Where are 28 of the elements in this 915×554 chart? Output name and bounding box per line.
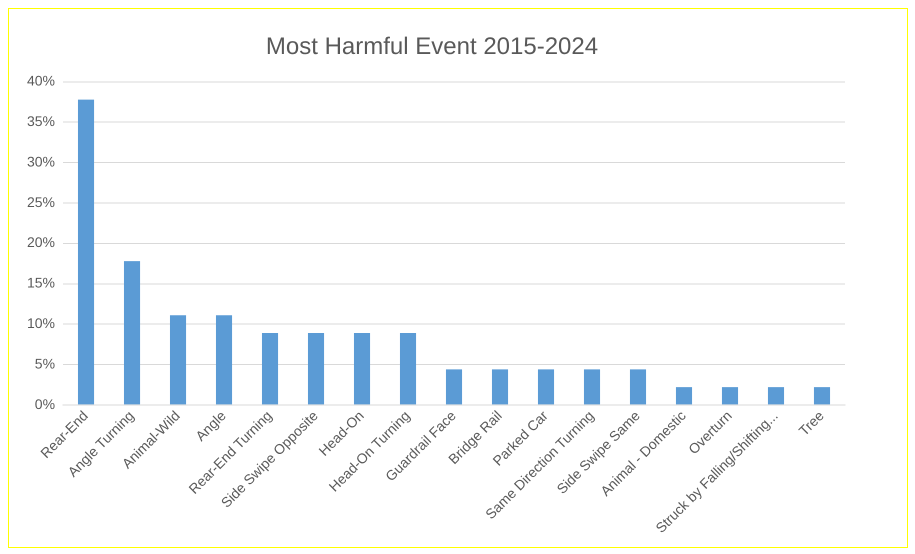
bar (262, 333, 278, 404)
bar (538, 369, 554, 404)
y-tick-label: 30% (26, 153, 56, 170)
y-tick-label: 25% (26, 194, 56, 210)
bar (400, 333, 416, 404)
y-tick-label: 20% (26, 234, 56, 250)
bar (308, 333, 324, 404)
bar (446, 369, 462, 404)
bar (354, 333, 370, 404)
y-tick-label: 35% (26, 113, 56, 130)
bar (170, 315, 186, 404)
y-tick-label: 40% (26, 72, 56, 89)
bar (124, 261, 140, 404)
bar (630, 369, 646, 404)
y-tick-label: 5% (34, 355, 56, 372)
bar (722, 387, 738, 404)
y-tick-label: 15% (26, 274, 56, 291)
bar (676, 387, 692, 404)
bar (584, 369, 600, 404)
bar (216, 315, 232, 404)
bar (768, 387, 784, 404)
bar (492, 369, 508, 404)
bar (78, 100, 94, 404)
y-tick-label: 10% (26, 315, 56, 332)
chart-title: Most Harmful Event 2015-2024 (266, 33, 598, 60)
bar (814, 387, 830, 404)
x-tick-label: Tree (796, 407, 827, 439)
y-tick-label: 0% (34, 396, 56, 412)
